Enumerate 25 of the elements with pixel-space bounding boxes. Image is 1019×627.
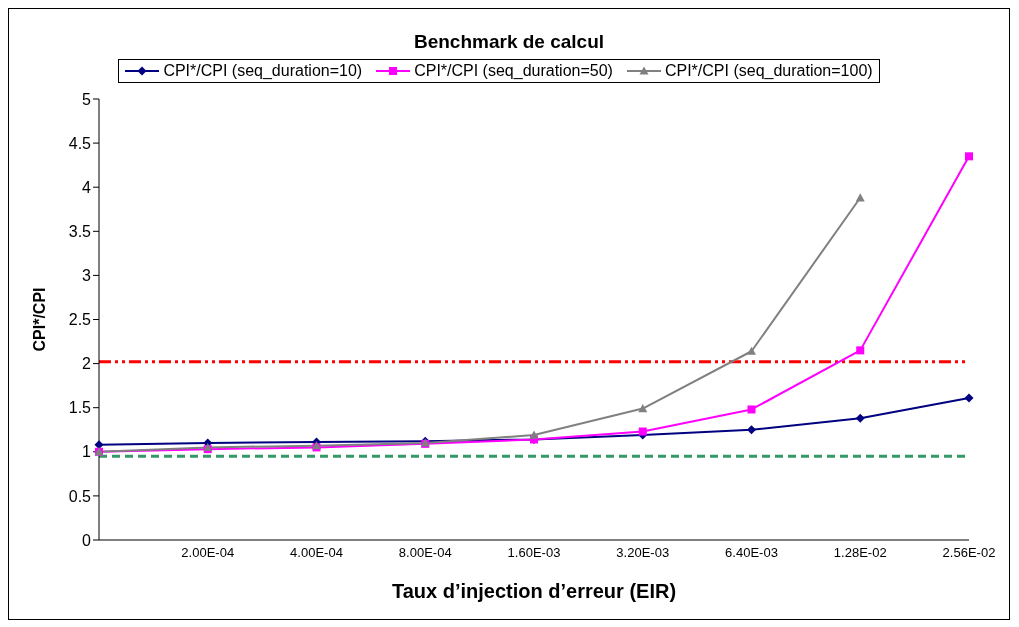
x-tick-label: 6.40E-03 [725, 545, 778, 561]
x-axis-title: Taux d’injection d’erreur (EIR) [391, 580, 677, 602]
y-axis-title: CPI*/CPI [30, 287, 48, 352]
x-tick-label: 3.20E-03 [616, 545, 670, 561]
y-tick-label: 2 [82, 355, 92, 373]
y-tick-label: 4.5 [68, 134, 92, 152]
y-tick-label: 3 [82, 267, 92, 285]
y-tick-label: 2.5 [68, 311, 92, 329]
x-tick-label: 4.00E-04 [290, 545, 343, 561]
legend-label: CPI*/CPI (seq_duration=100) [663, 62, 873, 80]
chart-title: Benchmark de calcul [412, 31, 606, 53]
y-tick-label: 0 [82, 531, 92, 549]
x-tick-label: 8.00E-04 [398, 545, 452, 561]
x-tick-label: 2.00E-04 [181, 545, 235, 561]
legend-label: CPI*/CPI (seq_duration=50) [413, 62, 613, 80]
y-tick-label: 4 [82, 178, 92, 196]
legend-label: CPI*/CPI (seq_duration=10) [162, 62, 363, 80]
y-tick-label: 1 [82, 443, 92, 461]
x-tick-label: 1.60E-03 [507, 545, 561, 561]
y-tick-label: 0.5 [68, 487, 92, 505]
y-tick-label: 3.5 [68, 222, 92, 240]
x-tick-label: 1.28E-02 [833, 545, 887, 561]
y-tick-label: 1.5 [68, 399, 92, 417]
x-tick-label: 2.56E-02 [942, 545, 996, 561]
y-tick-label: 5 [82, 90, 92, 108]
